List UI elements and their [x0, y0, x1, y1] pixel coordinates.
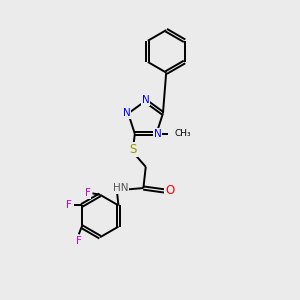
Text: O: O: [165, 184, 175, 197]
Text: F: F: [85, 188, 90, 198]
Text: N: N: [123, 108, 130, 118]
Text: F: F: [76, 236, 82, 246]
Text: N: N: [154, 129, 162, 139]
Text: F: F: [66, 200, 72, 210]
Text: HN: HN: [113, 183, 128, 193]
Text: N: N: [142, 95, 149, 105]
Text: CH₃: CH₃: [175, 129, 191, 138]
Text: S: S: [130, 143, 137, 156]
